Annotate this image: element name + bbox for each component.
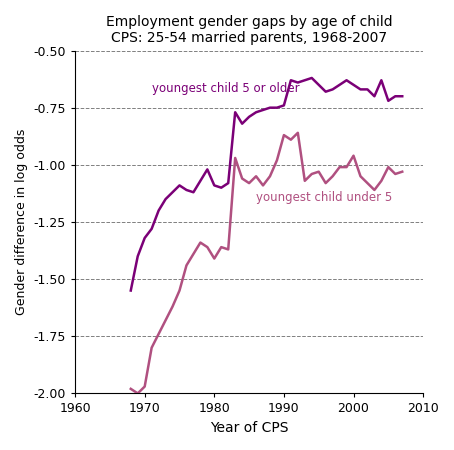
Y-axis label: Gender difference in log odds: Gender difference in log odds	[15, 129, 28, 315]
X-axis label: Year of CPS: Year of CPS	[210, 421, 288, 435]
Title: Employment gender gaps by age of child
CPS: 25-54 married parents, 1968-2007: Employment gender gaps by age of child C…	[106, 15, 392, 45]
Text: youngest child 5 or older: youngest child 5 or older	[152, 82, 299, 94]
Text: youngest child under 5: youngest child under 5	[256, 191, 392, 204]
